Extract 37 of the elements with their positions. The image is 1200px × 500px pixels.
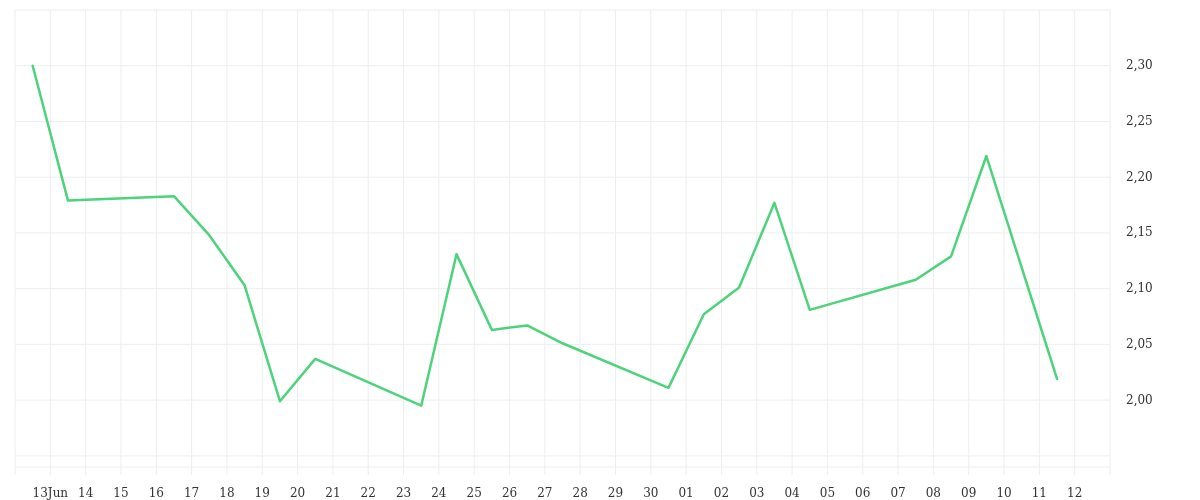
x-tick-label: 09	[961, 486, 977, 500]
x-tick-label: 15	[113, 486, 129, 500]
x-tick-label: 28	[572, 486, 588, 500]
x-tick-label: 16	[148, 486, 164, 500]
x-tick-label: 11	[1031, 486, 1047, 500]
y-tick-label: 2,00	[1126, 392, 1153, 407]
x-tick-label: 08	[925, 486, 942, 500]
x-tick-label: 29	[607, 486, 624, 500]
y-tick-label: 2,05	[1126, 336, 1153, 351]
x-tick-label: 17	[183, 486, 200, 500]
x-tick-label: 18	[219, 486, 235, 500]
x-tick-label: 13Jun	[32, 486, 69, 500]
x-tick-label: 20	[289, 486, 306, 500]
x-tick-label: 04	[784, 486, 801, 500]
y-tick-label: 2,20	[1126, 169, 1153, 184]
x-tick-label: 25	[466, 486, 482, 500]
x-tick-label: 24	[431, 486, 447, 500]
x-tick-label: 19	[254, 486, 270, 500]
x-tick-label: 10	[996, 486, 1012, 500]
x-tick-label: 02	[713, 486, 730, 500]
x-tick-label: 03	[749, 486, 765, 500]
x-tick-label: 23	[395, 486, 412, 500]
x-tick-label: 22	[360, 486, 376, 500]
x-tick-label: 21	[325, 486, 341, 500]
x-tick-label: 26	[501, 486, 518, 500]
y-tick-label: 2,15	[1126, 225, 1153, 240]
y-tick-label: 2,30	[1126, 58, 1153, 73]
y-tick-label: 2,25	[1126, 113, 1153, 128]
y-tick-label: 2,10	[1126, 281, 1153, 296]
x-tick-label: 07	[890, 486, 906, 500]
x-tick-label: 06	[855, 486, 871, 500]
x-tick-label: 27	[537, 486, 553, 500]
x-tick-label: 30	[643, 486, 659, 500]
x-tick-label: 12	[1067, 486, 1083, 500]
x-tick-label: 05	[819, 486, 836, 500]
x-tick-label: 01	[678, 486, 694, 500]
x-tick-label: 14	[78, 486, 94, 500]
